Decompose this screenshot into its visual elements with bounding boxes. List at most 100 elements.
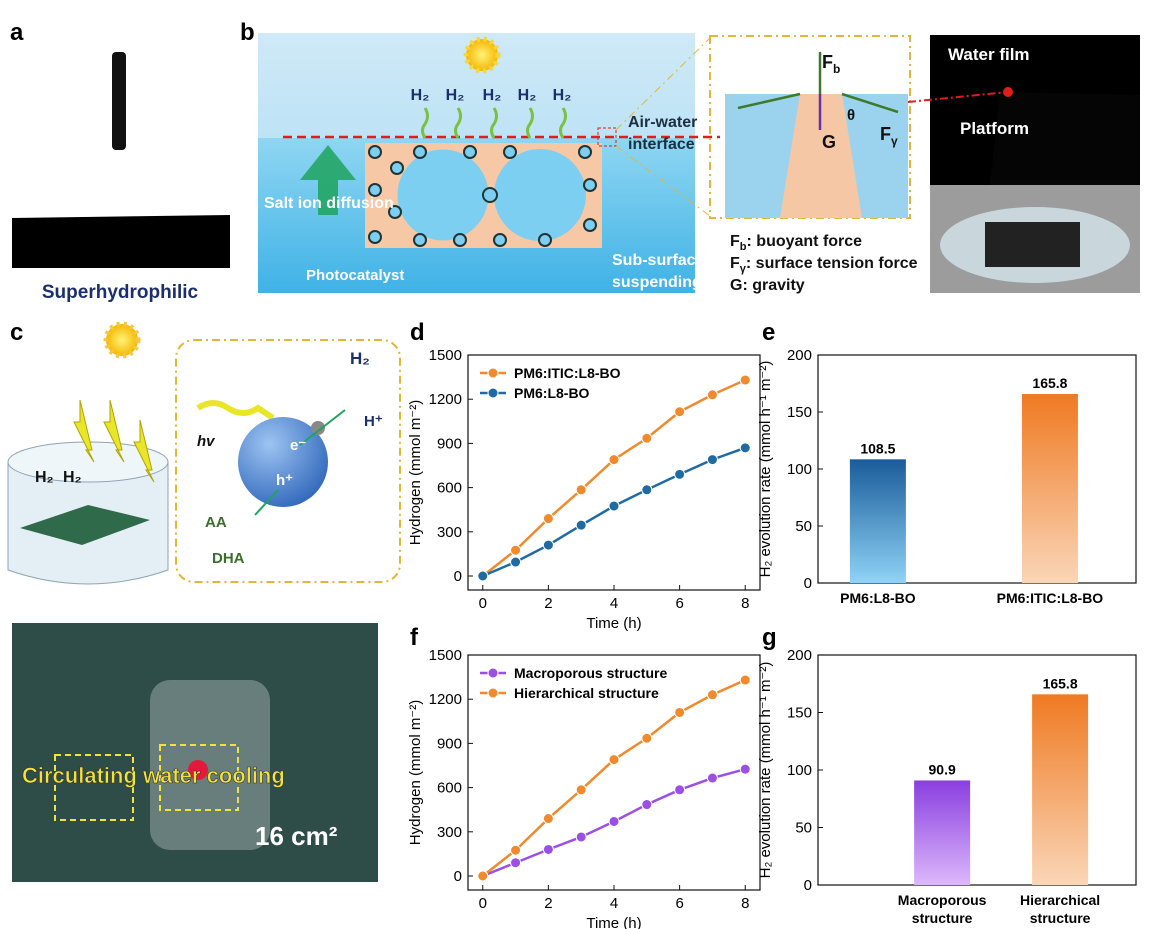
data-point bbox=[641, 484, 653, 496]
text: : buoyant force bbox=[747, 233, 863, 250]
label-line: Hierarchical bbox=[1020, 892, 1100, 908]
data-point bbox=[608, 815, 620, 827]
panel-letter: a bbox=[10, 19, 24, 46]
interface-label: interface bbox=[628, 136, 695, 153]
data-point bbox=[706, 772, 718, 784]
x-tick-label: 2 bbox=[544, 595, 552, 612]
y-tick-label: 0 bbox=[804, 877, 812, 894]
label-line: structure bbox=[912, 910, 973, 926]
data-point bbox=[542, 843, 554, 855]
y-tick-label: 300 bbox=[437, 524, 462, 541]
y-tick-label: 0 bbox=[804, 575, 812, 592]
platform-shape bbox=[780, 94, 862, 218]
electron-label: e⁻ bbox=[290, 437, 306, 454]
h2-label: H₂ bbox=[518, 87, 537, 104]
symbol: F bbox=[730, 233, 740, 250]
panel-b: b H₂ H₂ H₂ H₂ H₂ Salt ion diffusion Phot… bbox=[240, 19, 1140, 294]
y-tick-label: 300 bbox=[437, 824, 462, 841]
bar-value-label: 165.8 bbox=[1043, 675, 1078, 691]
highlight-box bbox=[54, 754, 134, 821]
light-bolts bbox=[73, 399, 155, 483]
x-tick-label: PM6:ITIC:L8-BO bbox=[997, 590, 1104, 606]
h2-label: H₂ bbox=[411, 87, 430, 104]
legend-marker bbox=[487, 387, 499, 399]
fb-label: Fb bbox=[822, 52, 840, 76]
symbol: F bbox=[822, 52, 833, 72]
data-point bbox=[510, 556, 522, 568]
x-tick-label: 0 bbox=[479, 595, 487, 612]
y-tick-label: 900 bbox=[437, 735, 462, 752]
pore bbox=[494, 149, 586, 241]
suspending-label: suspending bbox=[612, 274, 702, 291]
bar bbox=[1021, 393, 1078, 583]
data-point bbox=[510, 857, 522, 869]
axes-frame bbox=[817, 654, 1137, 886]
data-point bbox=[739, 763, 751, 775]
data-point bbox=[575, 519, 587, 531]
bar-value-label: 90.9 bbox=[929, 761, 956, 777]
y-tick-label: 900 bbox=[437, 435, 462, 452]
y-tick-label: 150 bbox=[787, 404, 812, 421]
substrate bbox=[12, 215, 230, 268]
y-tick-label: 1500 bbox=[429, 347, 462, 364]
y-tick-label: 200 bbox=[787, 347, 812, 364]
legend-entry: Fγ: surface tension force bbox=[730, 255, 918, 275]
area-label: 16 cm² bbox=[255, 821, 338, 851]
series-line bbox=[481, 678, 746, 877]
y-axis-label: H₂ evolution rate (mmol h⁻¹ m⁻²) bbox=[757, 662, 774, 879]
data-point bbox=[641, 432, 653, 444]
x-axis-label: Time (h) bbox=[586, 915, 641, 929]
bar-value-label: 108.5 bbox=[860, 440, 895, 456]
series-line bbox=[482, 446, 746, 578]
sun bbox=[103, 321, 141, 359]
y-tick-label: 0 bbox=[454, 868, 462, 885]
legend-label: PM6:ITIC:L8-BO bbox=[514, 365, 621, 381]
x-tick-label: 8 bbox=[741, 595, 749, 612]
x-tick-label: 8 bbox=[741, 895, 749, 912]
text: : gravity bbox=[742, 277, 804, 294]
h2-label: H₂ bbox=[446, 87, 465, 104]
label-line: structure bbox=[1030, 910, 1091, 926]
y-tick-label: 600 bbox=[437, 780, 462, 797]
data-point bbox=[674, 406, 686, 418]
salt-label: Salt ion diffusion bbox=[264, 195, 394, 212]
data-point bbox=[641, 799, 653, 811]
legend-entry: Fb: buoyant force bbox=[730, 233, 862, 253]
y-tick-label: 200 bbox=[787, 647, 812, 664]
aa-label: AA bbox=[205, 514, 227, 531]
panel-letter: d bbox=[410, 319, 425, 346]
x-tick-label: PM6:L8-BO bbox=[840, 590, 916, 606]
subscript: γ bbox=[740, 263, 747, 275]
data-point bbox=[575, 831, 587, 843]
legend-label: Hierarchical structure bbox=[514, 685, 659, 701]
data-point bbox=[641, 732, 653, 744]
photo-shade bbox=[930, 35, 1140, 185]
y-tick-label: 50 bbox=[795, 820, 812, 837]
data-point bbox=[706, 454, 718, 466]
theta-label: θ bbox=[847, 107, 855, 124]
sun bbox=[463, 36, 501, 74]
data-point bbox=[706, 689, 718, 701]
light-wave bbox=[196, 400, 275, 421]
platform-icon bbox=[20, 505, 150, 545]
pointer bbox=[907, 91, 1009, 103]
data-point bbox=[674, 468, 686, 480]
panel-letter: c bbox=[10, 319, 23, 346]
y-tick-label: 1500 bbox=[429, 647, 462, 664]
bar bbox=[849, 459, 906, 583]
panel-letter: f bbox=[410, 624, 419, 651]
cooling-label: Circulating water cooling bbox=[22, 763, 285, 788]
y-axis-label: H₂ evolution rate (mmol h⁻¹ m⁻²) bbox=[757, 361, 774, 578]
hplus-label: H⁺ bbox=[364, 413, 383, 430]
interface-label: Air-water bbox=[628, 114, 697, 131]
data-point bbox=[608, 454, 620, 466]
data-point bbox=[575, 784, 587, 796]
h2-label: H₂ bbox=[553, 87, 572, 104]
photocatalyst-particles bbox=[368, 145, 597, 247]
bar bbox=[914, 780, 971, 885]
zoom-line bbox=[615, 145, 711, 217]
cocatalyst bbox=[311, 421, 325, 435]
pointer-dot bbox=[1003, 87, 1013, 97]
droplet-needle bbox=[112, 52, 126, 150]
text: : surface tension force bbox=[746, 255, 918, 272]
